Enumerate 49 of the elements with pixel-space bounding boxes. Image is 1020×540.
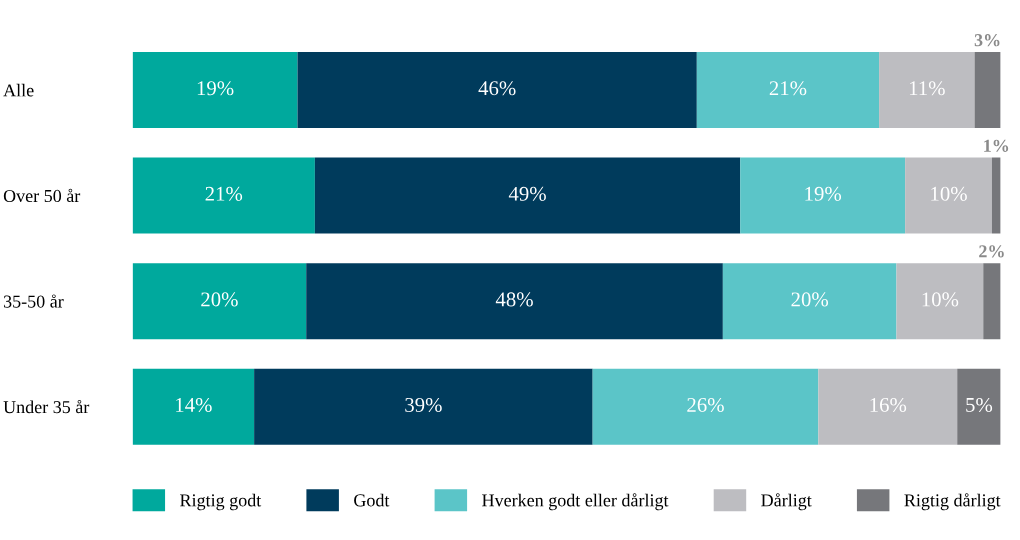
bar — [297, 52, 697, 129]
bar — [905, 157, 992, 234]
data-label: 46% — [478, 81, 516, 96]
bar — [957, 368, 1001, 445]
bar — [983, 263, 1001, 340]
data-label: 20% — [201, 292, 238, 307]
data-label: 10% — [931, 186, 967, 201]
legend-label: Rigtig godt — [180, 493, 262, 511]
legend-label: Hverken godt eller dårligt — [482, 493, 669, 511]
y-tick-label: Over 50 år — [3, 188, 81, 203]
legend-label: Godt — [354, 493, 390, 507]
bar — [991, 157, 1001, 234]
data-label: 10% — [922, 292, 959, 307]
bar — [254, 368, 593, 445]
data-label: 16% — [870, 397, 907, 413]
data-label: 21% — [205, 186, 243, 201]
bar — [132, 263, 307, 340]
data-label: 2% — [979, 245, 1004, 258]
y-tick-label: 35-50 år — [3, 294, 64, 308]
bar — [132, 368, 255, 445]
bar — [818, 368, 958, 445]
legend-label: Dårligt — [761, 493, 812, 511]
data-label: 39% — [405, 397, 442, 413]
y-tick-label: Under 35 år — [3, 399, 90, 414]
bar — [314, 157, 741, 234]
data-label: 3% — [974, 34, 1000, 47]
bar — [740, 157, 906, 234]
data-label: 49% — [508, 186, 546, 201]
data-label: 19% — [805, 186, 842, 201]
data-label: 14% — [176, 397, 212, 413]
bar — [132, 157, 315, 234]
data-label: 26% — [687, 397, 724, 413]
data-label: 20% — [791, 292, 829, 307]
y-tick-label: Alle — [3, 83, 34, 97]
bar — [974, 52, 1001, 129]
data-label: 19% — [197, 81, 234, 96]
data-label: 5% — [966, 397, 993, 413]
bar — [132, 52, 298, 129]
bar — [592, 368, 819, 445]
bar — [696, 52, 880, 129]
bar — [722, 263, 897, 340]
bar — [896, 263, 984, 340]
data-label: 21% — [769, 81, 807, 96]
legend-label: Rigtig dårligt — [904, 493, 1001, 511]
data-label: 11% — [909, 81, 945, 96]
data-label: 1% — [984, 139, 1009, 152]
bar — [879, 52, 975, 129]
data-label: 48% — [495, 292, 533, 307]
bar — [306, 263, 723, 340]
